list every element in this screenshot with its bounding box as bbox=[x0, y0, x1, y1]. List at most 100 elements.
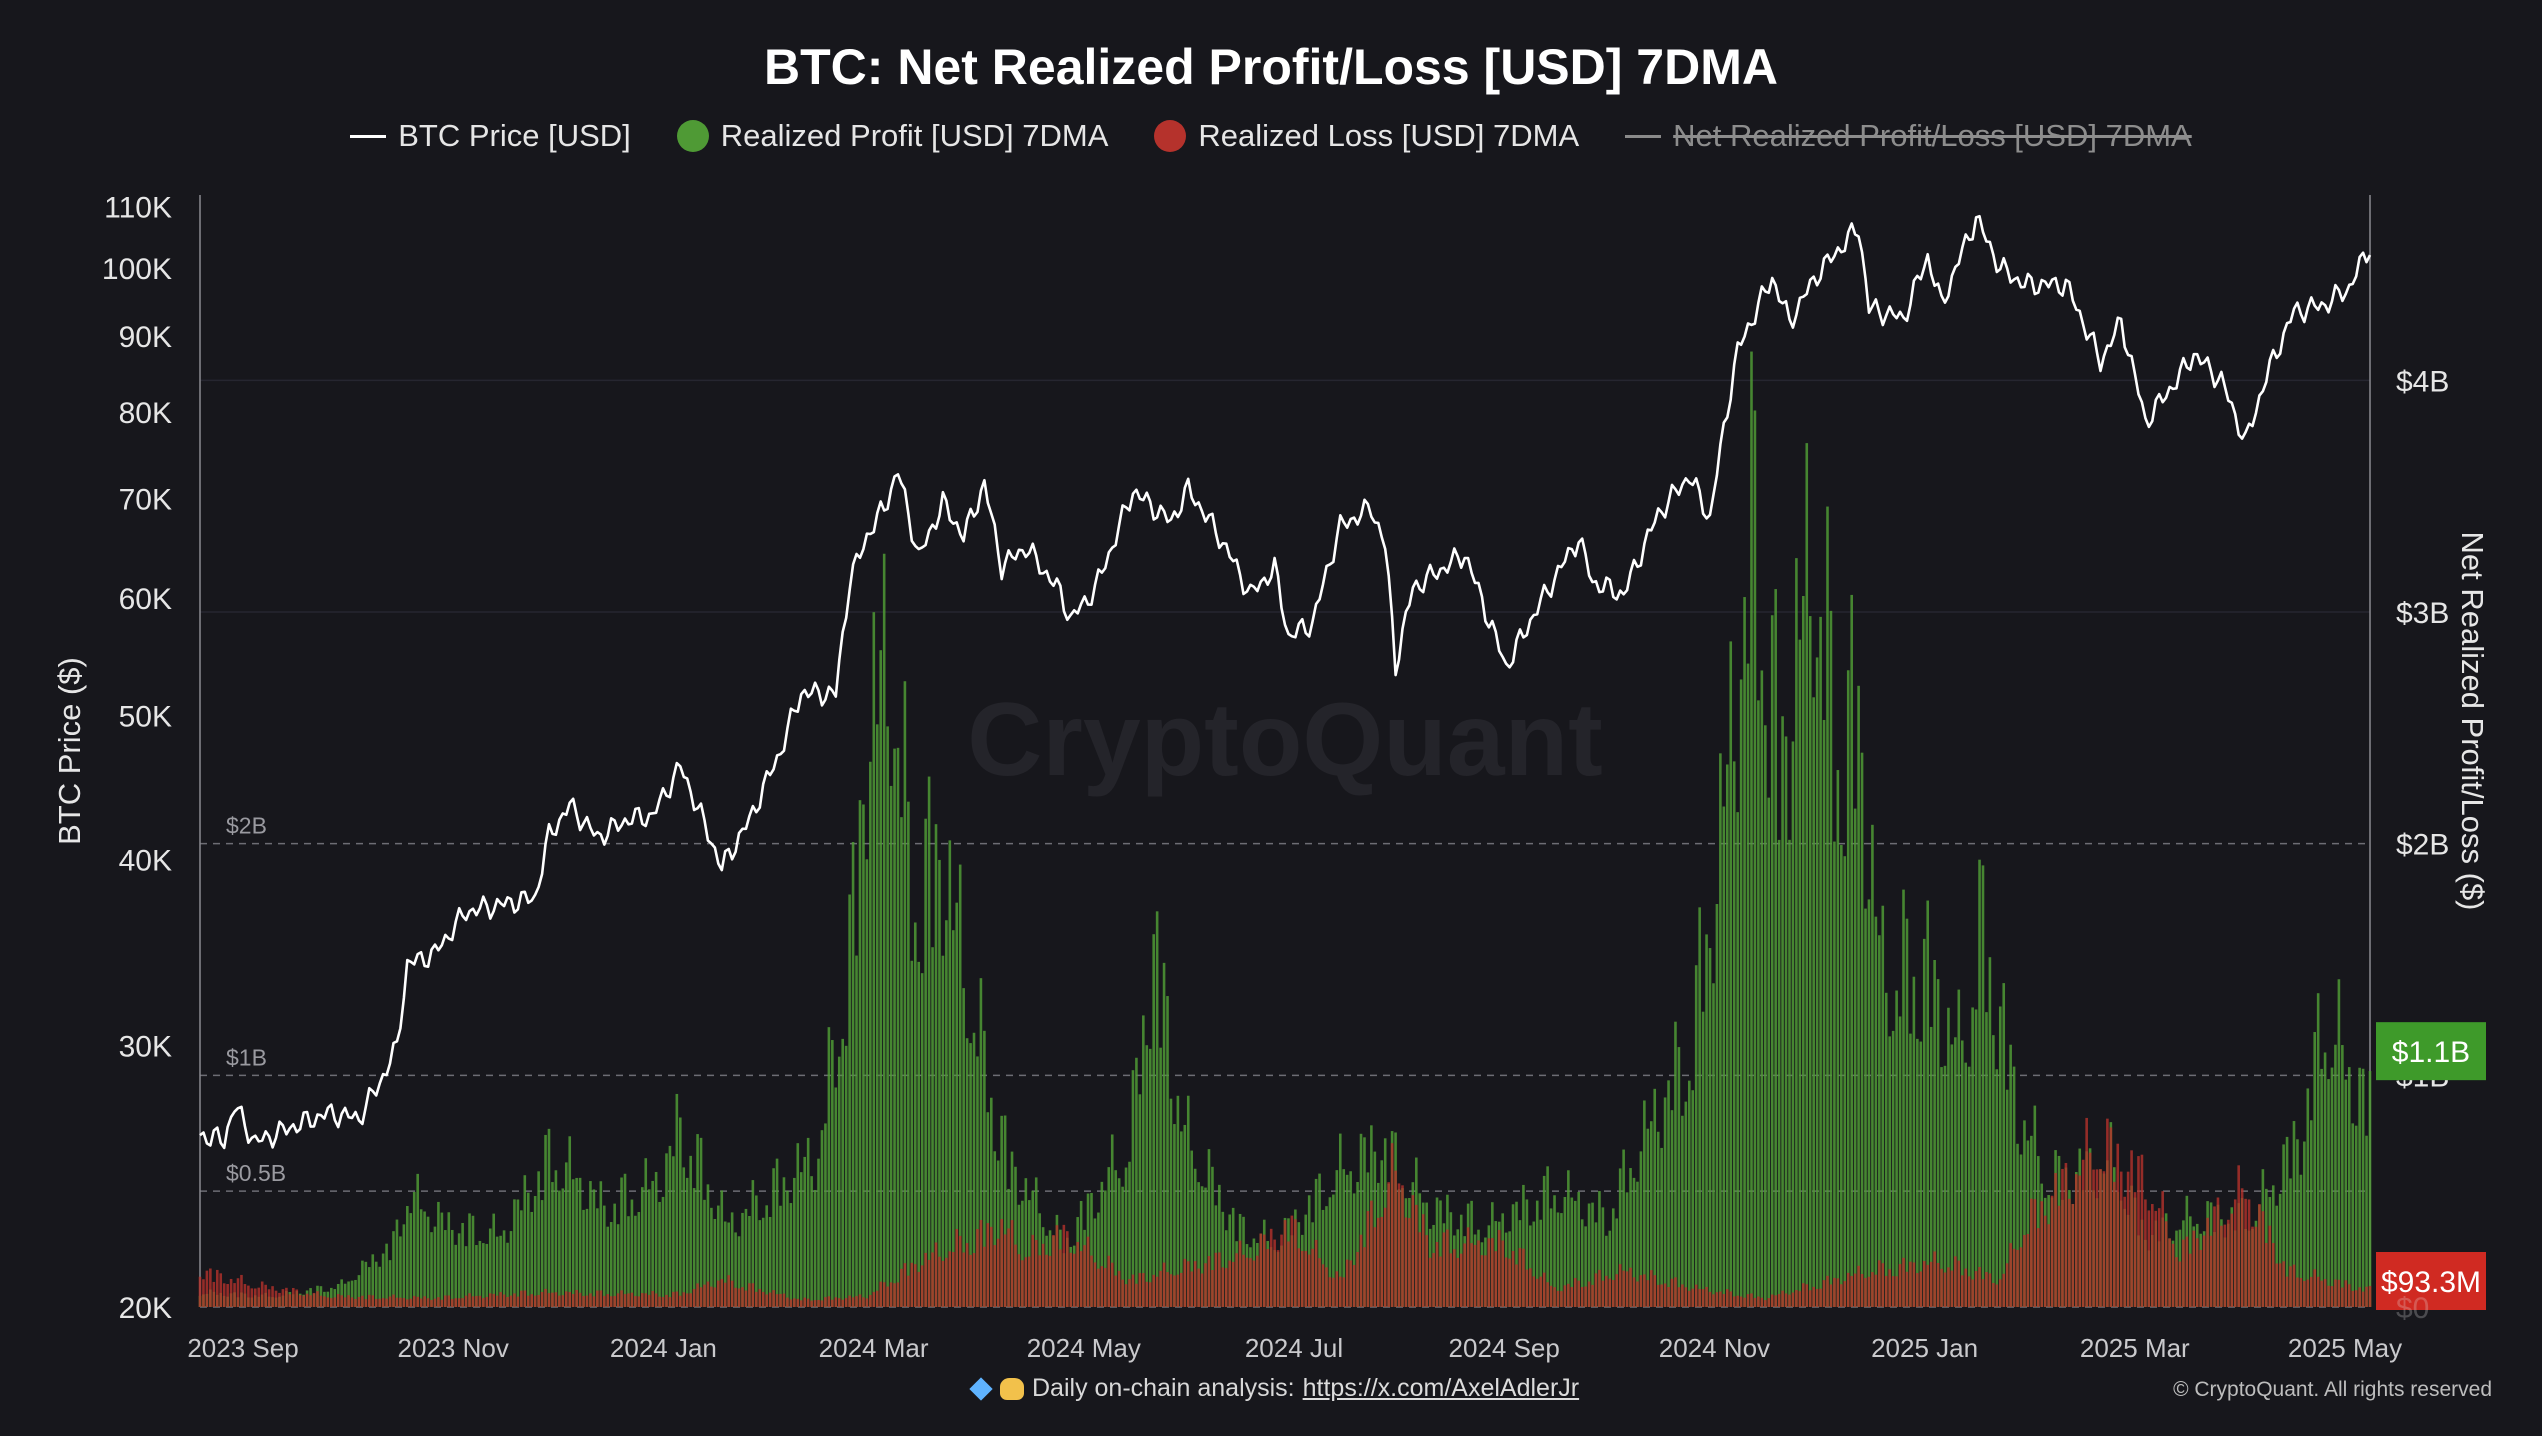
profit-bar bbox=[903, 681, 907, 1307]
profit-bar bbox=[388, 1260, 392, 1307]
loss-bar bbox=[1705, 1286, 1708, 1307]
profit-bar bbox=[637, 1212, 641, 1307]
profit-bar bbox=[1663, 1097, 1667, 1307]
loss-bar bbox=[1335, 1271, 1339, 1307]
loss-bar bbox=[1121, 1279, 1124, 1307]
loss-bar bbox=[640, 1293, 644, 1307]
loss-bar bbox=[1788, 1294, 1791, 1307]
loss-bar bbox=[2140, 1154, 2144, 1307]
profit-bar bbox=[506, 1242, 509, 1307]
loss-bar bbox=[2151, 1204, 2154, 1307]
loss-bar bbox=[616, 1293, 620, 1307]
profit-bar bbox=[1712, 983, 1715, 1307]
profit-bar bbox=[955, 902, 959, 1307]
raised-hands-icon bbox=[1000, 1377, 1024, 1400]
legend: BTC Price [USD] Realized Profit [USD] 7D… bbox=[0, 118, 2542, 154]
loss-bar bbox=[779, 1293, 782, 1307]
loss-bar bbox=[1902, 1257, 1905, 1307]
loss-bar bbox=[2189, 1253, 2192, 1307]
loss-bar bbox=[419, 1298, 423, 1307]
profit-bar bbox=[1681, 1115, 1684, 1307]
profit-bar bbox=[1186, 1095, 1190, 1307]
loss-bar bbox=[530, 1294, 534, 1307]
legend-item-realized-profit[interactable]: Realized Profit [USD] 7DMA bbox=[676, 118, 1109, 154]
loss-bar bbox=[437, 1297, 440, 1307]
loss-bar bbox=[1846, 1272, 1850, 1307]
profit-bar bbox=[2330, 1067, 2334, 1307]
loss-bar bbox=[450, 1298, 454, 1307]
profit-bar bbox=[2005, 1089, 2009, 1307]
loss-bar bbox=[855, 1296, 858, 1307]
loss-bar bbox=[1211, 1270, 1214, 1307]
profit-bar bbox=[1643, 1100, 1646, 1307]
profit-bar bbox=[723, 1221, 727, 1307]
loss-bar bbox=[1494, 1251, 1498, 1307]
loss-bar bbox=[644, 1293, 648, 1307]
profit-bar bbox=[1342, 1169, 1346, 1307]
loss-bar bbox=[1028, 1256, 1031, 1307]
loss-bar bbox=[934, 1242, 938, 1307]
loss-bar bbox=[879, 1281, 883, 1307]
loss-bar bbox=[1480, 1255, 1484, 1307]
legend-item-btc-price[interactable]: BTC Price [USD] bbox=[350, 118, 631, 154]
loss-bar bbox=[1280, 1234, 1283, 1307]
profit-bar bbox=[1725, 764, 1729, 1307]
x-tick-label: 2025 May bbox=[2288, 1333, 2402, 1363]
loss-bar bbox=[1933, 1251, 1936, 1307]
profit-bar bbox=[1332, 1194, 1335, 1307]
loss-bar bbox=[2261, 1211, 2265, 1307]
loss-bar bbox=[198, 1276, 202, 1307]
legend-item-net-realized[interactable]: Net Realized Profit/Loss [USD] 7DMA bbox=[1625, 118, 2192, 154]
loss-bar bbox=[1366, 1211, 1370, 1307]
legend-item-realized-loss[interactable]: Realized Loss [USD] 7DMA bbox=[1154, 118, 1579, 154]
footer-link[interactable]: https://x.com/AxelAdlerJr bbox=[1302, 1374, 1580, 1402]
loss-bar bbox=[2144, 1199, 2147, 1307]
loss-bar bbox=[1218, 1252, 1221, 1307]
profit-bar bbox=[1912, 976, 1916, 1307]
loss-bar bbox=[1978, 1266, 1981, 1307]
loss-bar bbox=[547, 1293, 551, 1307]
loss-bar bbox=[2247, 1199, 2251, 1307]
profit-bar bbox=[1871, 824, 1874, 1307]
profit-bar bbox=[703, 1199, 706, 1307]
profit-bar bbox=[1649, 1121, 1653, 1307]
profit-bar bbox=[492, 1213, 496, 1307]
loss-bar bbox=[1743, 1297, 1746, 1307]
loss-bar bbox=[2320, 1280, 2323, 1307]
profit-bar bbox=[1024, 1178, 1028, 1307]
legend-label: Realized Profit [USD] 7DMA bbox=[720, 118, 1109, 153]
loss-bar bbox=[1857, 1265, 1860, 1307]
profit-bar bbox=[1155, 911, 1159, 1307]
profit-bar bbox=[1193, 1168, 1197, 1307]
loss-bar bbox=[862, 1297, 865, 1307]
profit-bar bbox=[2016, 1143, 2019, 1307]
profit-bar bbox=[2278, 1193, 2282, 1307]
loss-bar bbox=[875, 1290, 879, 1307]
profit-bar bbox=[1515, 1201, 1518, 1307]
loss-bar bbox=[305, 1293, 309, 1307]
profit-bar bbox=[630, 1199, 634, 1307]
loss-bar bbox=[893, 1283, 896, 1307]
loss-bar bbox=[506, 1296, 509, 1307]
profit-bar bbox=[461, 1222, 464, 1307]
loss-bar bbox=[1304, 1251, 1308, 1307]
profit-bar bbox=[679, 1117, 682, 1307]
loss-bar bbox=[630, 1292, 634, 1307]
loss-bar bbox=[2237, 1165, 2240, 1307]
loss-bar bbox=[1231, 1261, 1235, 1307]
loss-bar bbox=[1397, 1183, 1401, 1307]
loss-bar bbox=[1034, 1240, 1038, 1307]
profit-bar bbox=[589, 1181, 592, 1307]
profit-bar bbox=[1687, 1080, 1691, 1307]
profit-bar bbox=[844, 1045, 848, 1307]
profit-bar bbox=[1736, 812, 1739, 1307]
loss-bar bbox=[810, 1300, 813, 1307]
loss-bar bbox=[1038, 1255, 1041, 1307]
loss-bar bbox=[526, 1295, 530, 1307]
profit-bar bbox=[1529, 1225, 1532, 1307]
loss-bar bbox=[1076, 1241, 1079, 1307]
right-tick-label: $0 bbox=[2396, 1292, 2429, 1325]
loss-bar bbox=[1567, 1283, 1570, 1307]
profit-bar bbox=[1104, 1190, 1107, 1307]
profit-bar bbox=[1618, 1168, 1622, 1307]
